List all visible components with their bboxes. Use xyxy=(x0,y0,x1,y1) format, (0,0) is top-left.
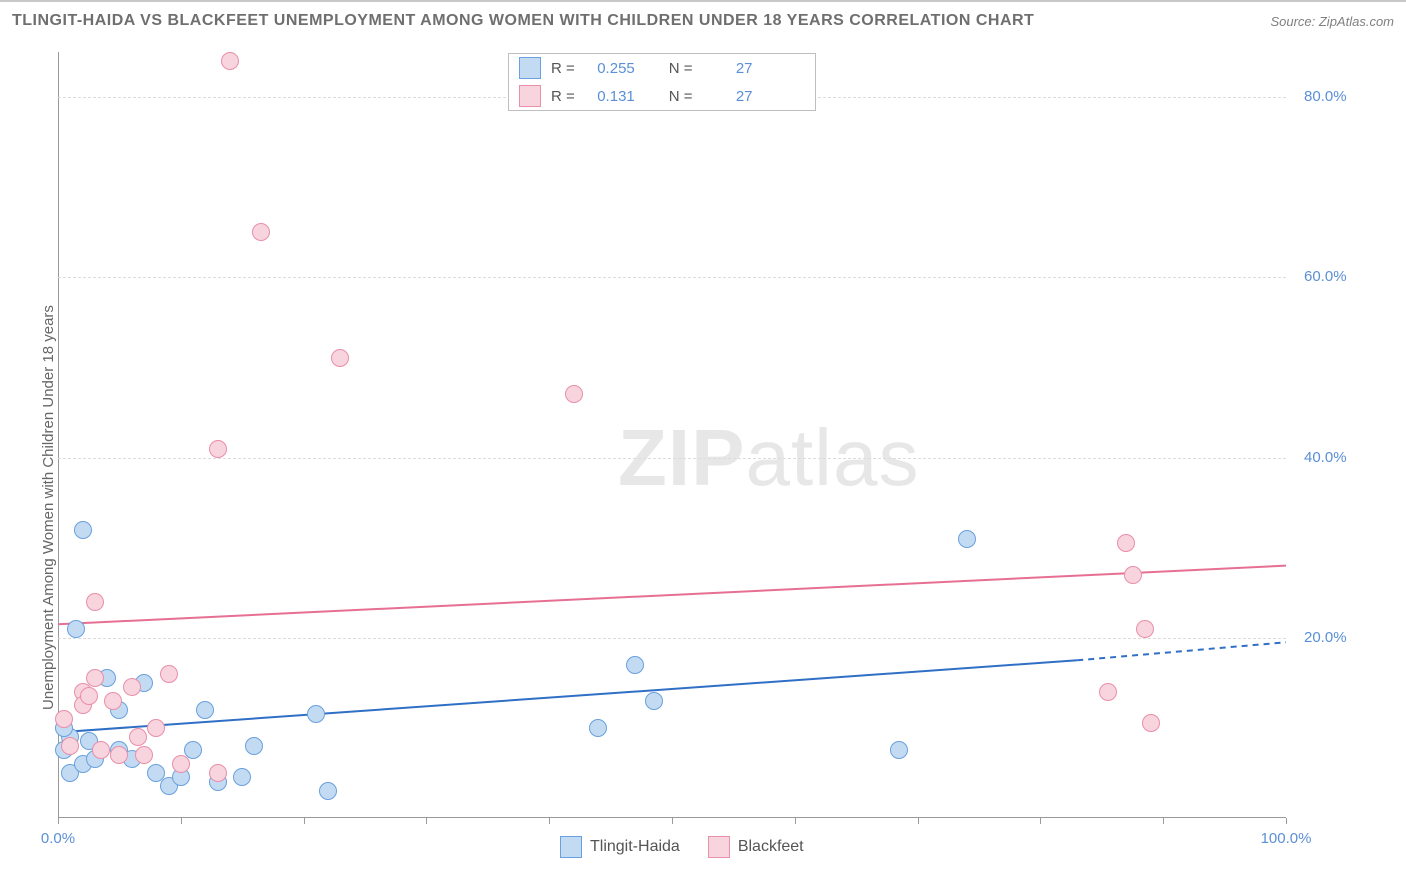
trend-line xyxy=(58,566,1286,625)
plot-area: ZIPatlas 20.0%40.0%60.0%80.0%0.0%100.0% xyxy=(58,52,1286,818)
legend-stat-row: R = 0.131 N = 27 xyxy=(509,82,815,110)
legend-series-label: Blackfeet xyxy=(738,838,804,856)
stat-r-label: R = xyxy=(551,60,575,77)
stat-r-value: 0.131 xyxy=(585,88,635,105)
data-point xyxy=(86,669,104,687)
y-axis-label: Unemployment Among Women with Children U… xyxy=(40,305,57,710)
data-point xyxy=(565,385,583,403)
x-tick xyxy=(549,818,550,824)
legend-series: Tlingit-Haida Blackfeet xyxy=(560,836,804,858)
data-point xyxy=(104,692,122,710)
x-tick xyxy=(181,818,182,824)
data-point xyxy=(74,521,92,539)
legend-swatch xyxy=(560,836,582,858)
data-point xyxy=(129,728,147,746)
y-tick-label: 20.0% xyxy=(1304,629,1347,646)
data-point xyxy=(147,719,165,737)
chart-title: TLINGIT-HAIDA VS BLACKFEET UNEMPLOYMENT … xyxy=(12,12,1034,30)
data-point xyxy=(123,678,141,696)
y-tick-label: 40.0% xyxy=(1304,449,1347,466)
chart-header: TLINGIT-HAIDA VS BLACKFEET UNEMPLOYMENT … xyxy=(0,0,1406,40)
data-point xyxy=(80,687,98,705)
x-tick xyxy=(304,818,305,824)
x-tick xyxy=(918,818,919,824)
legend-swatch xyxy=(519,85,541,107)
data-point xyxy=(1142,714,1160,732)
data-point xyxy=(209,440,227,458)
y-tick-label: 60.0% xyxy=(1304,268,1347,285)
data-point xyxy=(92,741,110,759)
x-tick xyxy=(58,818,59,824)
x-tick xyxy=(426,818,427,824)
legend-series-label: Tlingit-Haida xyxy=(590,838,680,856)
trend-line-dashed xyxy=(1077,642,1286,660)
data-point xyxy=(626,656,644,674)
data-point xyxy=(252,223,270,241)
gridline xyxy=(58,458,1286,459)
data-point xyxy=(331,349,349,367)
stat-r-label: R = xyxy=(551,88,575,105)
data-point xyxy=(196,701,214,719)
chart-source: Source: ZipAtlas.com xyxy=(1270,14,1394,29)
data-point xyxy=(645,692,663,710)
data-point xyxy=(319,782,337,800)
data-point xyxy=(86,593,104,611)
legend-swatch xyxy=(519,57,541,79)
data-point xyxy=(160,665,178,683)
x-tick xyxy=(1286,818,1287,824)
data-point xyxy=(55,710,73,728)
data-point xyxy=(958,530,976,548)
data-point xyxy=(307,705,325,723)
x-tick xyxy=(795,818,796,824)
stat-n-value: 27 xyxy=(703,60,753,77)
legend-stat-row: R = 0.255 N = 27 xyxy=(509,54,815,82)
legend-swatch xyxy=(708,836,730,858)
data-point xyxy=(1117,534,1135,552)
gridline xyxy=(58,638,1286,639)
gridline xyxy=(58,277,1286,278)
stat-n-label: N = xyxy=(669,60,693,77)
legend-series-item: Tlingit-Haida xyxy=(560,836,680,858)
x-tick xyxy=(672,818,673,824)
x-tick-label: 100.0% xyxy=(1261,830,1312,847)
data-point xyxy=(1124,566,1142,584)
trend-line xyxy=(58,660,1077,732)
data-point xyxy=(1099,683,1117,701)
stat-n-value: 27 xyxy=(703,88,753,105)
x-tick xyxy=(1163,818,1164,824)
data-point xyxy=(589,719,607,737)
data-point xyxy=(110,746,128,764)
legend-stats: R = 0.255 N = 27 R = 0.131 N = 27 xyxy=(508,53,816,111)
data-point xyxy=(221,52,239,70)
data-point xyxy=(245,737,263,755)
x-tick xyxy=(1040,818,1041,824)
legend-series-item: Blackfeet xyxy=(708,836,804,858)
data-point xyxy=(1136,620,1154,638)
data-point xyxy=(209,764,227,782)
data-point xyxy=(135,746,153,764)
stat-n-label: N = xyxy=(669,88,693,105)
data-point xyxy=(233,768,251,786)
stat-r-value: 0.255 xyxy=(585,60,635,77)
data-point xyxy=(890,741,908,759)
x-tick-label: 0.0% xyxy=(41,830,75,847)
data-point xyxy=(61,737,79,755)
data-point xyxy=(172,755,190,773)
data-point xyxy=(67,620,85,638)
y-tick-label: 80.0% xyxy=(1304,88,1347,105)
